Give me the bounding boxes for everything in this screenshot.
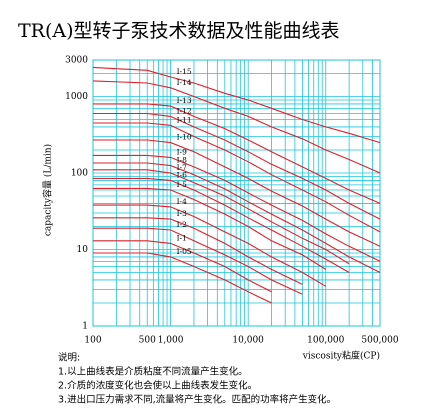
series-label: I-11 <box>177 115 192 124</box>
series-label: I-7 <box>177 163 187 172</box>
chart-title: TR(A)型转子泵技术数据及性能曲线表 <box>18 20 340 42</box>
series-line <box>93 139 381 247</box>
series-line <box>93 103 381 204</box>
y-tick-label: 1000 <box>65 92 88 102</box>
x-tick-label: 100 <box>84 336 101 346</box>
series-line <box>92 80 381 174</box>
x-axis-label: viscosity粘度(CP) <box>302 350 380 362</box>
y-tick-label: 100 <box>71 168 88 178</box>
series-line <box>92 66 381 144</box>
y-axis-label: capacity容量 (L/min) <box>42 144 54 236</box>
series-label: I-05 <box>177 247 192 256</box>
series-line <box>93 112 381 220</box>
series-line <box>93 204 327 287</box>
series-line <box>93 240 272 293</box>
notes-title: 说明: <box>58 352 80 364</box>
plot-frame <box>92 59 381 327</box>
series-label: I-8 <box>177 156 187 165</box>
y-tick-label: 10 <box>77 245 89 255</box>
series-label: I-6 <box>177 170 187 179</box>
series-label: I-3 <box>177 209 187 218</box>
series-label: I-1 <box>177 233 187 242</box>
y-tick-label: 3000 <box>65 56 88 66</box>
series-line <box>93 169 350 265</box>
series-label: I-13 <box>177 96 192 105</box>
x-tick-label: 500 <box>139 336 156 346</box>
series-line <box>93 227 303 295</box>
series-label: I-9 <box>177 147 187 156</box>
series-line <box>93 217 303 285</box>
series-line <box>93 252 272 304</box>
series-line <box>93 177 350 273</box>
series-line <box>93 122 381 233</box>
series-label: I-14 <box>177 78 192 87</box>
x-tick-label: 10,000 <box>232 336 264 346</box>
x-tick-label: 100,000 <box>307 336 344 346</box>
series-line <box>93 162 381 273</box>
note: 1.以上曲线表是介质粘度不同流量产生变化。 <box>58 366 248 378</box>
series-label: I-10 <box>177 133 192 142</box>
series-label: I-15 <box>177 67 192 76</box>
series-line <box>93 154 381 262</box>
note: 2.介质的浓度变化也会使以上曲线表发生变化。 <box>58 380 257 392</box>
series-label: I-2 <box>177 220 187 229</box>
series-label: I-4 <box>177 197 187 206</box>
series-label: I-5 <box>177 180 187 189</box>
y-tick-label: 1 <box>82 322 88 332</box>
x-tick-label: 500,000 <box>361 336 398 346</box>
note: 3.进出口压力需求不同,流量将产生变化。匹配的功率将产生变化。 <box>58 394 336 406</box>
series-line <box>93 187 327 270</box>
x-tick-label: 1,000 <box>158 336 184 346</box>
series-label: I-12 <box>177 106 192 115</box>
